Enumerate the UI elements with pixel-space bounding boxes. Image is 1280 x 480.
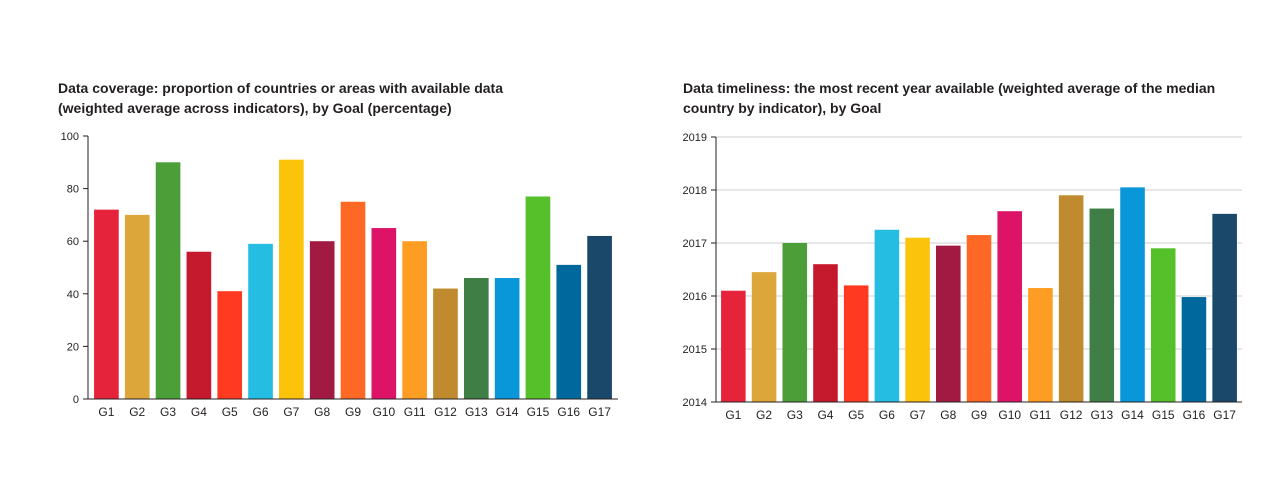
x-tick-label: G1 xyxy=(725,408,741,422)
x-tick-label: G12 xyxy=(434,405,457,419)
x-tick-label: G1 xyxy=(98,405,114,419)
x-tick-label: G11 xyxy=(404,405,426,419)
bar-g5 xyxy=(843,285,869,402)
bar-g7 xyxy=(905,237,930,402)
bar-g2 xyxy=(751,272,777,402)
bar-g6 xyxy=(248,243,273,399)
bar-g3 xyxy=(782,243,808,402)
y-tick-label: 2016 xyxy=(683,291,707,303)
bar-g10 xyxy=(371,228,397,399)
x-tick-label: G7 xyxy=(910,408,926,422)
bar-g4 xyxy=(813,264,838,402)
bar-g15 xyxy=(1150,248,1176,402)
x-tick-label: G15 xyxy=(527,405,550,419)
bar-g16 xyxy=(1181,297,1207,402)
bar-g16 xyxy=(556,264,582,399)
x-tick-label: G6 xyxy=(879,408,895,422)
bar-g12 xyxy=(433,288,458,399)
x-tick-label: G11 xyxy=(1030,408,1052,422)
bar-g11 xyxy=(1028,288,1053,402)
x-tick-label: G10 xyxy=(372,405,395,419)
bar-g4 xyxy=(186,251,212,399)
bar-g9 xyxy=(340,201,366,399)
data-coverage-chart: Data coverage: proportion of countries o… xyxy=(58,78,618,419)
bar-g17 xyxy=(1212,213,1237,402)
x-tick-label: G9 xyxy=(971,408,987,422)
y-tick-label: 60 xyxy=(67,236,79,248)
y-tick-label: 20 xyxy=(67,341,79,353)
y-tick-label: 2019 xyxy=(683,132,707,144)
bar-g17 xyxy=(587,235,612,399)
chart-title-line-2: country by indicator), by Goal xyxy=(683,100,882,116)
bar-g9 xyxy=(966,235,992,402)
chart-title: Data coverage: proportion of countries o… xyxy=(58,78,538,118)
bar-g14 xyxy=(494,278,520,399)
bar-g13 xyxy=(1089,208,1115,402)
chart-title-line-1: Data coverage: proportion of countries o… xyxy=(58,80,504,96)
x-tick-label: G12 xyxy=(1060,408,1083,422)
bar-g2 xyxy=(124,214,150,399)
y-tick-label: 40 xyxy=(67,289,79,301)
bar-g1 xyxy=(94,209,119,399)
bar-g11 xyxy=(402,241,427,399)
y-tick-label: 2014 xyxy=(683,397,707,409)
y-tick-label: 0 xyxy=(73,394,79,406)
bar-g7 xyxy=(279,159,304,399)
coverage-plot: 0 20 40 60 80 100 G1 G2 G3 G4 G5 G6 G7 G8 G9 G10 G11 G12 G… xyxy=(61,131,618,419)
timeliness-plot: 2014 2015 2016 2017 2018 2019 G1 G2 G3 G4 G5 G6 G7 G8… xyxy=(683,132,1242,422)
y-tick-label: 80 xyxy=(67,184,79,196)
x-tick-label: G7 xyxy=(283,405,299,419)
y-tick-label: 2015 xyxy=(683,344,707,356)
chart-title-line-1: Data timeliness: the most recent year av… xyxy=(683,80,1216,96)
bar-g8 xyxy=(936,245,961,402)
x-tick-label: G5 xyxy=(848,408,864,422)
x-tick-label: G3 xyxy=(160,405,176,419)
x-tick-label: G16 xyxy=(557,405,580,419)
x-tick-label: G8 xyxy=(314,405,330,419)
x-tick-label: G2 xyxy=(756,408,772,422)
x-tick-label: G4 xyxy=(817,408,833,422)
x-tick-label: G14 xyxy=(1121,408,1144,422)
bar-g6 xyxy=(874,229,900,402)
y-tick-label: 2017 xyxy=(683,238,707,250)
bar-g13 xyxy=(463,278,489,399)
bar-g5 xyxy=(217,291,243,399)
x-tick-label: G15 xyxy=(1152,408,1175,422)
data-timeliness-chart: Data timeliness: the most recent year av… xyxy=(640,0,1280,480)
y-tick-label: 100 xyxy=(61,131,79,143)
bar-g14 xyxy=(1120,187,1145,402)
x-tick-label: G4 xyxy=(191,405,207,419)
x-tick-label: G16 xyxy=(1183,408,1206,422)
x-tick-label: G17 xyxy=(1213,408,1236,422)
y-tick-label: 2018 xyxy=(683,185,707,197)
x-tick-label: G14 xyxy=(496,405,519,419)
bar-g10 xyxy=(997,211,1022,402)
x-tick-label: G3 xyxy=(787,408,803,422)
chart-title-line-2: (weighted average across indicators), by… xyxy=(58,100,452,116)
chart-title: Data timeliness: the most recent year av… xyxy=(683,78,1253,118)
x-tick-label: G2 xyxy=(129,405,145,419)
x-tick-label: G6 xyxy=(253,405,269,419)
bar-g15 xyxy=(525,196,551,399)
x-tick-label: G5 xyxy=(222,405,238,419)
x-tick-label: G17 xyxy=(588,405,611,419)
bar-g1 xyxy=(721,290,746,402)
x-tick-label: G13 xyxy=(1090,408,1113,422)
x-tick-label: G8 xyxy=(940,408,956,422)
bar-g12 xyxy=(1058,195,1084,402)
x-tick-label: G10 xyxy=(998,408,1021,422)
x-tick-label: G9 xyxy=(345,405,361,419)
x-tick-label: G13 xyxy=(465,405,488,419)
bar-g3 xyxy=(155,162,181,399)
bar-g8 xyxy=(309,241,335,399)
